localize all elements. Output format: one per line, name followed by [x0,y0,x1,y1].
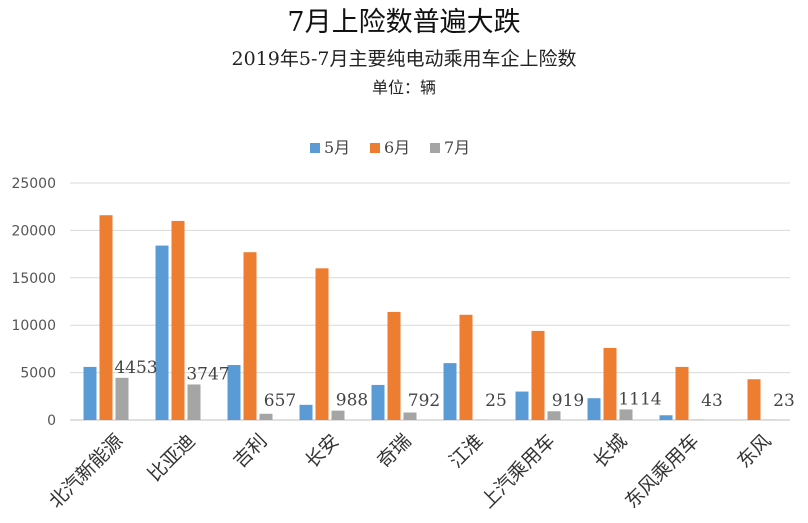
x-tick-label: 北汽新能源 [45,430,128,513]
data-label: 657 [264,391,296,411]
bar-6月-比亚迪 [171,220,185,420]
bar-5月-奇瑞 [371,384,385,420]
x-tick-label: 奇瑞 [373,430,415,472]
bar-5月-吉利 [227,365,241,420]
bars [83,215,777,420]
x-tick-label: 吉利 [229,430,271,472]
bar-6月-奇瑞 [387,311,401,420]
y-tick-label: 10000 [11,318,56,334]
bar-6月-江淮 [459,314,473,420]
x-tick-label: 江淮 [445,430,487,472]
bar-6月-东风乘用车 [675,366,689,420]
bar-7月-上汽乘用车 [547,411,561,420]
bar-6月-上汽乘用车 [531,330,545,420]
bar-5月-江淮 [443,363,457,420]
legend-label: 7月 [444,138,470,157]
bar-5月-比亚迪 [155,245,169,420]
y-tick-label: 15000 [11,271,56,287]
chart-subtitle: 2019年5-7月主要纯电动乘用车企上险数 [232,48,577,70]
x-tick-label: 东风 [733,430,775,472]
legend: 5月 6月 7月 [310,138,470,157]
bar-7月-北汽新能源 [115,377,129,420]
bar-6月-吉利 [243,252,257,420]
legend-swatch [310,143,320,153]
bar-5月-长安 [299,404,313,420]
bar-7月-比亚迪 [187,384,201,420]
data-label: 25 [485,391,507,411]
x-tick-label: 长城 [589,430,631,472]
legend-swatch [370,143,380,153]
data-label: 919 [552,391,584,411]
bar-7月-吉利 [259,413,273,420]
y-tick-label: 25000 [11,176,56,192]
bar-7月-长安 [331,410,345,420]
chart-unit-label: 单位：辆 [372,78,436,97]
legend-label: 6月 [384,138,410,157]
y-tick-label: 5000 [20,366,56,382]
bar-5月-北汽新能源 [83,366,97,420]
y-axis: 0 5000 10000 15000 20000 25000 [11,176,56,429]
data-labels: 4453 3747 657 988 792 25 919 1114 43 23 [114,358,794,411]
legend-swatch [430,143,440,153]
bar-5月-上汽乘用车 [515,391,529,420]
x-tick-label: 上汽乘用车 [477,430,560,513]
bar-6月-长城 [603,347,617,420]
bar-5月-东风乘用车 [659,415,673,420]
data-label: 23 [773,391,795,411]
x-tick-label: 长安 [301,430,343,472]
bar-7月-长城 [619,409,633,420]
bar-5月-长城 [587,398,601,420]
data-label: 4453 [114,358,157,378]
data-label: 43 [701,391,723,411]
x-tick-label: 东风乘用车 [621,430,704,513]
y-tick-label: 0 [47,413,56,429]
bar-6月-北汽新能源 [99,215,113,420]
y-tick-label: 20000 [11,223,56,239]
data-label: 988 [336,391,368,411]
x-tick-label: 比亚迪 [144,430,200,486]
chart-title: 7月上险数普遍大跌 [287,7,520,38]
data-label: 1114 [618,389,661,409]
data-label: 3747 [186,364,229,384]
bar-7月-奇瑞 [403,412,417,420]
data-label: 792 [408,391,440,411]
bar-6月-长安 [315,268,329,420]
bar-6月-东风 [747,379,761,420]
legend-label: 5月 [324,138,350,157]
